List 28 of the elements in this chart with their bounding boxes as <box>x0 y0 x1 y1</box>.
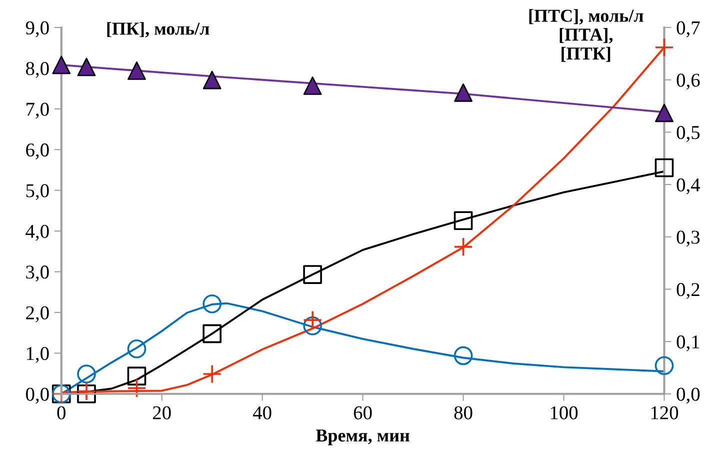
y2-tick-label: 0,7 <box>676 21 700 38</box>
y-tick-label: 0,0 <box>26 388 49 404</box>
y2-axis-title: [ПТС], моль/л [ПТА], [ПТК] <box>529 9 644 62</box>
y2-tick-label: 0,5 <box>676 126 700 142</box>
x-tick-label: 120 <box>651 406 678 420</box>
y-axis-title: [ПК], моль/л <box>107 22 210 38</box>
y2-tick-label: 0,6 <box>676 74 700 90</box>
y2-tick-label: 0,1 <box>676 335 700 352</box>
y-tick-label: 3,0 <box>26 266 49 282</box>
x-tick-label: 100 <box>550 406 578 420</box>
x-tick-label: 20 <box>152 406 171 420</box>
y-tick-label: 9,0 <box>26 21 49 38</box>
y2-tick-label: 0,2 <box>676 283 700 299</box>
y-tick-label: 5,0 <box>26 184 49 200</box>
y2-tick-label: 0,0 <box>676 388 700 404</box>
x-tick-label: 60 <box>354 406 372 420</box>
y2-tick-label: 0,4 <box>676 178 700 194</box>
x-tick-label: 40 <box>252 406 272 420</box>
y-tick-label: 8,0 <box>26 62 49 78</box>
y-tick-label: 7,0 <box>26 102 49 119</box>
y-tick-label: 4,0 <box>26 224 49 241</box>
x-tick-label: 80 <box>454 406 472 420</box>
y-tick-label: 6,0 <box>26 143 49 160</box>
y-tick-label: 1,0 <box>26 346 49 363</box>
y2-tick-label: 0,3 <box>676 230 700 247</box>
y-tick-label: 2,0 <box>26 306 49 322</box>
x-axis-title: Время, мин <box>316 430 410 446</box>
x-tick-label: 0 <box>57 406 66 420</box>
